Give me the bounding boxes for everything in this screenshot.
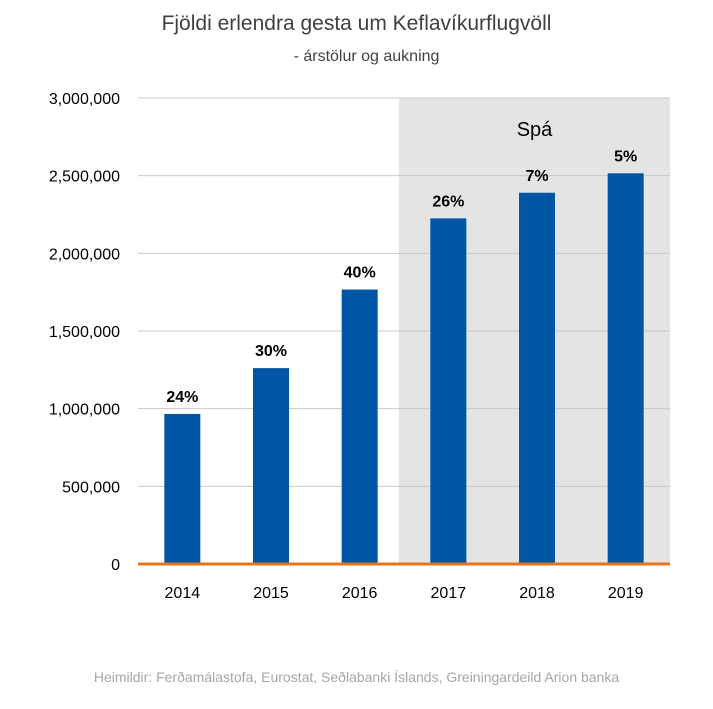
data-label: 30%: [255, 343, 287, 360]
x-tick-label: 2014: [165, 585, 201, 602]
y-tick-label: 3,000,000: [49, 91, 120, 108]
data-label: 26%: [432, 193, 464, 210]
bar: [164, 413, 201, 564]
bar: [430, 218, 467, 564]
x-tick-label: 2019: [608, 585, 644, 602]
y-tick-label: 1,000,000: [49, 402, 120, 419]
y-tick-label: 0: [111, 557, 120, 574]
x-tick-label: 2018: [519, 585, 555, 602]
data-label: 40%: [344, 265, 376, 282]
y-tick-label: 1,500,000: [49, 324, 120, 341]
x-tick-label: 2015: [253, 585, 289, 602]
bar: [253, 368, 289, 564]
data-label: 7%: [525, 168, 548, 185]
bar: [607, 173, 644, 564]
chart-title: Fjöldi erlendra gesta um Keflavíkurflugv…: [161, 12, 552, 35]
source-note: Heimildir: Ferðamálastofa, Eurostat, Seð…: [93, 669, 620, 685]
y-tick-label: 500,000: [62, 479, 120, 496]
x-tick-label: 2016: [342, 585, 378, 602]
chart-subtitle: - árstölur og aukning: [293, 48, 440, 65]
forecast-label: Spá: [517, 119, 553, 141]
bar: [341, 289, 378, 564]
bar: [519, 192, 555, 564]
y-tick-label: 2,500,000: [49, 169, 120, 186]
data-label: 24%: [166, 389, 198, 406]
x-tick-label: 2017: [431, 585, 467, 602]
data-label: 5%: [614, 148, 637, 165]
y-tick-label: 2,000,000: [49, 246, 120, 263]
